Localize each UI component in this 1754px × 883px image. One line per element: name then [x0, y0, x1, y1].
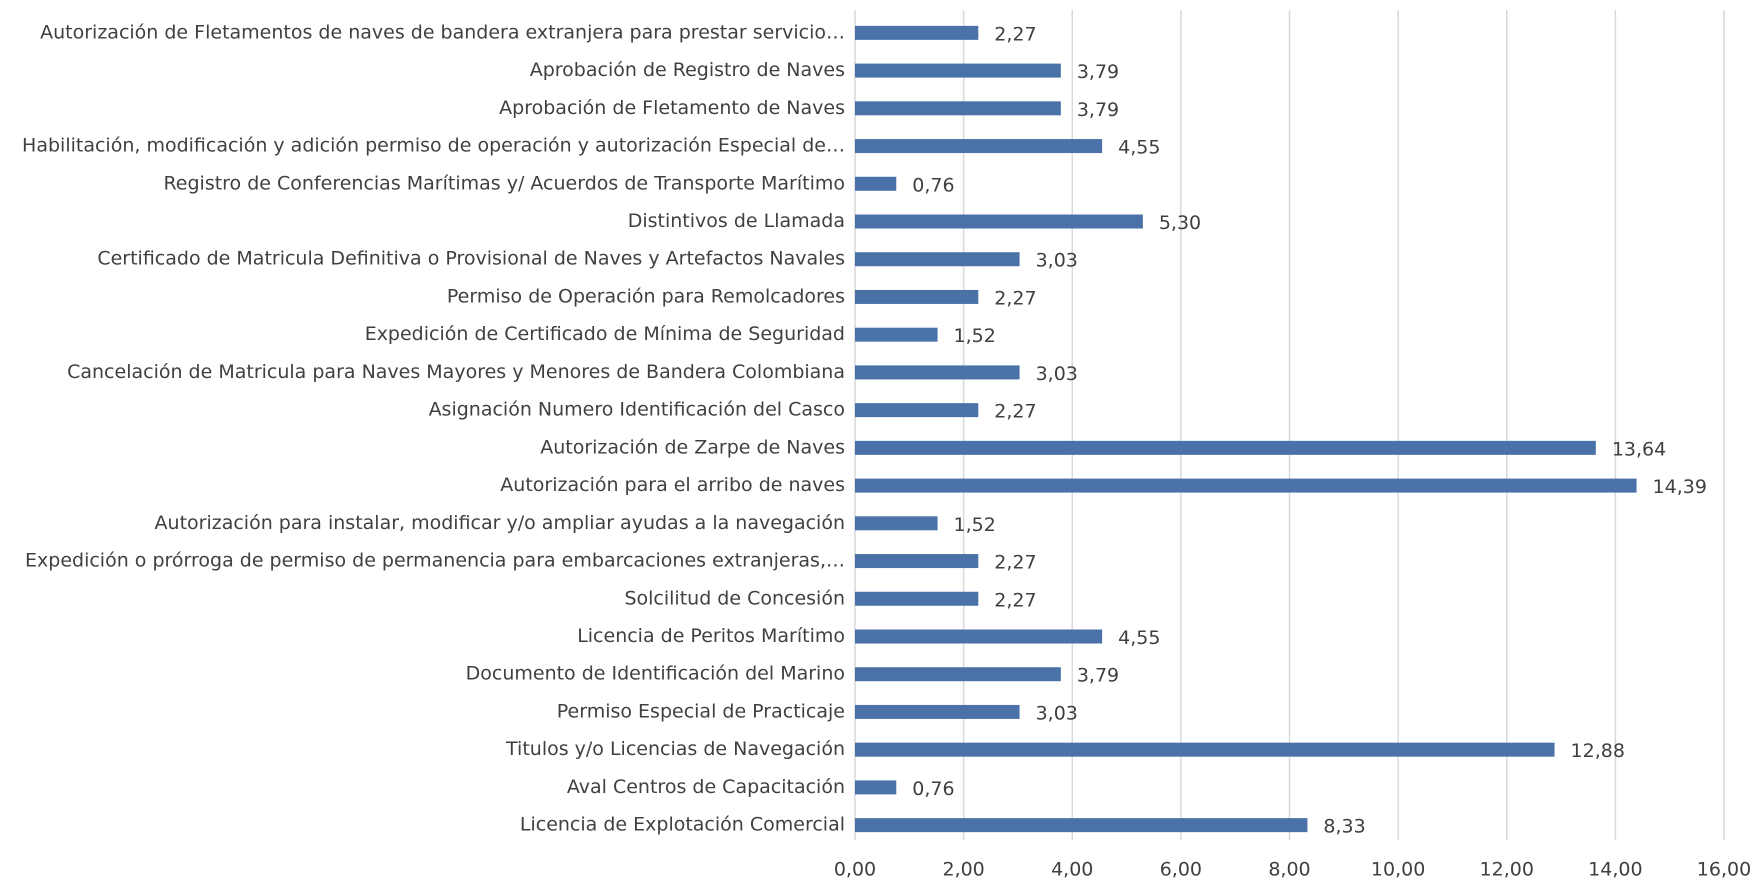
data-label: 2,27: [994, 23, 1036, 45]
data-label: 3,79: [1077, 99, 1119, 121]
y-tick-label: Autorización de Zarpe de Naves: [540, 436, 845, 458]
bar: [855, 26, 978, 40]
y-tick-label: Aval Centros de Capacitación: [567, 776, 845, 798]
x-tick-label: 8,00: [1268, 859, 1310, 881]
bar: [855, 554, 978, 568]
y-tick-label: Registro de Conferencias Marítimas y/ Ac…: [163, 172, 845, 194]
data-label: 0,76: [912, 778, 954, 800]
data-label: 5,30: [1159, 212, 1201, 234]
bar: [855, 215, 1143, 229]
bar: [855, 592, 978, 606]
data-label: 3,03: [1036, 702, 1078, 724]
data-label: 14,39: [1653, 476, 1707, 498]
x-tick-label: 2,00: [942, 859, 984, 881]
x-tick-label: 6,00: [1160, 859, 1202, 881]
data-label: 0,76: [912, 174, 954, 196]
bar: [855, 441, 1596, 455]
y-tick-label: Aprobación de Registro de Naves: [530, 59, 845, 81]
data-label: 3,03: [1036, 363, 1078, 385]
y-tick-label: Licencia de Explotación Comercial: [520, 814, 845, 836]
y-tick-label: Aprobación de Fletamento de Naves: [499, 97, 845, 119]
bar: [855, 479, 1637, 493]
x-tick-label: 0,00: [834, 859, 876, 881]
bar: [855, 630, 1102, 644]
y-tick-label: Titulos y/o Licencias de Navegación: [505, 738, 845, 760]
x-tick-label: 10,00: [1371, 859, 1425, 881]
y-tick-label: Permiso Especial de Practicaje: [557, 700, 845, 722]
y-tick-label: Licencia de Peritos Marítimo: [577, 625, 845, 647]
y-tick-label: Certificado de Matricula Definitiva o Pr…: [97, 248, 845, 270]
data-label: 2,27: [994, 589, 1036, 611]
y-tick-label: Cancelación de Matricula para Naves Mayo…: [67, 361, 845, 383]
data-label: 3,79: [1077, 61, 1119, 83]
data-label: 12,88: [1571, 740, 1625, 762]
y-tick-label: Autorización para el arribo de naves: [500, 474, 845, 496]
y-tick-label: Permiso de Operación para Remolcadores: [447, 285, 845, 307]
x-tick-label: 16,00: [1697, 859, 1751, 881]
bar: [855, 64, 1061, 78]
bar: [855, 667, 1061, 681]
x-tick-label: 4,00: [1051, 859, 1093, 881]
bar: [855, 101, 1061, 115]
y-tick-label: Expedición de Certificado de Mínima de S…: [365, 323, 845, 345]
y-tick-label: Autorización de Fletamentos de naves de …: [40, 21, 845, 43]
bar: [855, 365, 1020, 379]
data-label: 3,03: [1036, 250, 1078, 272]
y-tick-label: Expedición o prórroga de permiso de perm…: [25, 550, 845, 572]
y-tick-label: Autorización para instalar, modificar y/…: [155, 512, 845, 534]
x-tick-label: 14,00: [1588, 859, 1642, 881]
y-tick-label: Asignación Numero Identificación del Cas…: [429, 399, 845, 421]
bar: [855, 818, 1307, 832]
data-label: 4,55: [1118, 627, 1160, 649]
data-label: 2,27: [994, 552, 1036, 574]
data-label: 13,64: [1612, 438, 1666, 460]
data-label: 1,52: [954, 325, 996, 347]
bar: [855, 516, 938, 530]
data-label: 3,79: [1077, 665, 1119, 687]
bar: [855, 328, 938, 342]
data-label: 2,27: [994, 401, 1036, 423]
y-tick-label: Distintivos de Llamada: [628, 210, 845, 232]
chart: 0,00 2,00 4,00 6,00 8,00 10,00 12,00 14,00 16,00…: [0, 0, 1754, 883]
data-label: 4,55: [1118, 137, 1160, 159]
y-tick-label: Habilitación, modificación y adición per…: [22, 135, 845, 157]
data-label: 8,33: [1323, 816, 1365, 838]
y-tick-label: Solcilitud de Concesión: [624, 587, 845, 609]
y-tick-label: Documento de Identificación del Marino: [466, 663, 845, 685]
bar: [855, 252, 1020, 266]
bar: [855, 743, 1555, 757]
bar: [855, 780, 896, 794]
bar: [855, 139, 1102, 153]
bar: [855, 177, 896, 191]
bar: [855, 705, 1020, 719]
x-tick-label: 12,00: [1480, 859, 1534, 881]
bar: [855, 290, 978, 304]
data-label: 1,52: [954, 514, 996, 536]
data-label: 2,27: [994, 287, 1036, 309]
bar: [855, 403, 978, 417]
